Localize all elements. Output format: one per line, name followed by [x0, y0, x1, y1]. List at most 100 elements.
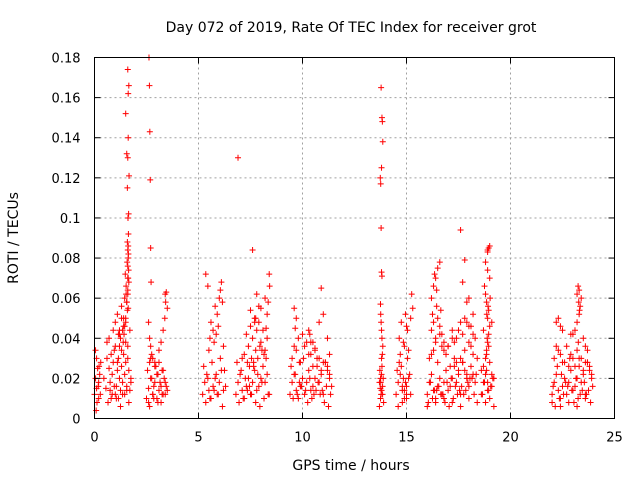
data-point	[482, 259, 489, 266]
data-point	[117, 335, 124, 342]
data-point	[489, 375, 496, 382]
data-point	[291, 305, 298, 312]
data-point	[440, 347, 447, 354]
data-point	[580, 367, 587, 374]
data-point	[586, 363, 593, 370]
data-point	[326, 371, 333, 378]
data-point	[100, 375, 107, 382]
data-point	[249, 335, 256, 342]
data-point	[449, 327, 456, 334]
data-point	[123, 299, 130, 306]
data-point	[123, 150, 130, 157]
data-point	[320, 359, 327, 366]
data-point	[406, 371, 413, 378]
data-point	[301, 343, 308, 350]
data-point	[428, 351, 435, 358]
y-tick-label: 0.08	[52, 252, 81, 267]
data-point	[434, 315, 441, 322]
data-point	[112, 319, 119, 326]
data-point	[432, 335, 439, 342]
data-point	[402, 311, 409, 318]
data-point	[124, 263, 131, 270]
data-points	[91, 54, 596, 414]
data-point	[323, 383, 330, 390]
data-point	[438, 343, 445, 350]
data-point	[149, 391, 156, 398]
data-point	[206, 395, 213, 402]
data-point	[479, 391, 486, 398]
data-point	[471, 391, 478, 398]
data-point	[124, 154, 131, 161]
y-tick-label: 0	[72, 413, 80, 428]
data-point	[459, 279, 466, 286]
data-point	[215, 323, 222, 330]
data-point	[259, 363, 266, 370]
data-point	[484, 335, 491, 342]
data-point	[377, 301, 384, 308]
data-point	[155, 387, 162, 394]
data-point	[106, 365, 113, 372]
data-point	[256, 343, 263, 350]
data-point	[430, 319, 437, 326]
x-tick-label: 10	[294, 431, 311, 446]
data-point	[212, 303, 219, 310]
data-point	[289, 355, 296, 362]
data-point	[376, 367, 383, 374]
data-point	[481, 283, 488, 290]
data-point	[264, 335, 271, 342]
data-point	[247, 307, 254, 314]
y-tick-label: 0.02	[52, 372, 81, 387]
data-point	[447, 383, 454, 390]
data-point	[450, 395, 457, 402]
data-point	[265, 391, 272, 398]
data-point	[455, 367, 462, 374]
data-point	[567, 331, 574, 338]
data-point	[125, 82, 132, 89]
data-point	[106, 335, 113, 342]
data-point	[107, 379, 114, 386]
data-point	[215, 391, 222, 398]
data-point	[293, 347, 300, 354]
data-point	[118, 315, 125, 322]
data-point	[555, 387, 562, 394]
y-tick-label: 0.18	[52, 52, 81, 67]
data-point	[122, 110, 129, 117]
data-point	[294, 391, 301, 398]
data-point	[148, 375, 155, 382]
data-point	[160, 367, 167, 374]
data-point	[483, 351, 490, 358]
data-point	[378, 327, 385, 334]
data-point	[310, 391, 317, 398]
data-point	[124, 184, 131, 191]
data-point	[125, 230, 132, 237]
data-point	[485, 307, 492, 314]
data-point	[446, 403, 453, 410]
data-point	[378, 84, 385, 91]
data-point	[97, 359, 104, 366]
data-point	[379, 343, 386, 350]
plot-frame	[94, 57, 615, 419]
data-point	[377, 174, 384, 181]
data-point	[327, 391, 334, 398]
data-point	[560, 391, 567, 398]
x-tick-label: 5	[194, 431, 202, 446]
data-point	[429, 311, 436, 318]
data-point	[452, 383, 459, 390]
data-point	[309, 339, 316, 346]
data-point	[433, 303, 440, 310]
data-point	[424, 391, 431, 398]
data-point	[145, 399, 152, 406]
y-tick-label: 0.12	[52, 172, 81, 187]
data-point	[443, 367, 450, 374]
data-point	[378, 114, 385, 121]
data-point	[311, 375, 318, 382]
data-point	[259, 327, 266, 334]
data-point	[155, 347, 162, 354]
data-point	[150, 395, 157, 402]
data-point	[243, 331, 250, 338]
data-point	[211, 339, 218, 346]
data-point	[119, 379, 126, 386]
data-point	[258, 379, 265, 386]
data-point	[430, 283, 437, 290]
data-point	[143, 395, 150, 402]
